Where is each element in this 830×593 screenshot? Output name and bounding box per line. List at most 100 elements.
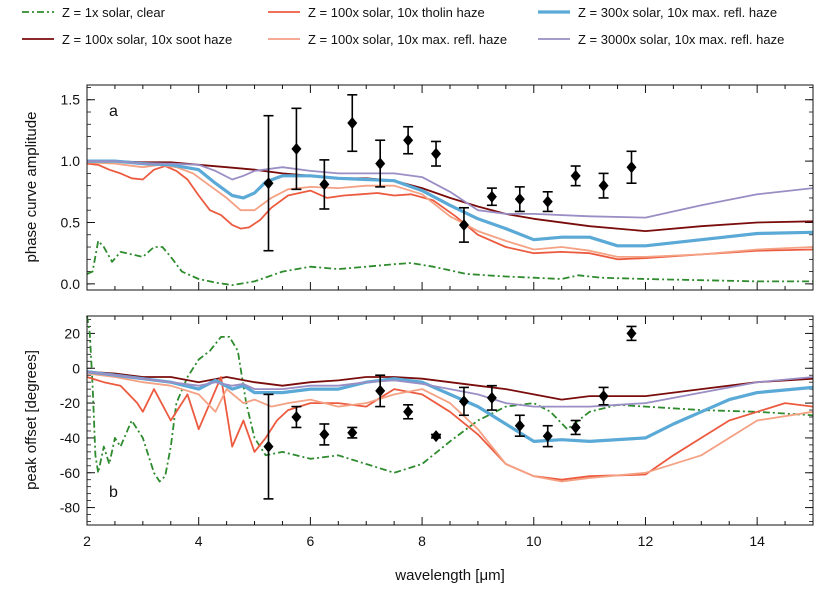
data-point — [431, 140, 442, 167]
y-tick-label: -20 — [60, 395, 80, 411]
data-point — [570, 419, 581, 436]
panel-a-data-points — [263, 94, 637, 252]
diamond-marker — [431, 430, 442, 443]
y-tick-label: -40 — [60, 430, 80, 446]
panel-b-data-points — [263, 325, 637, 500]
x-tick-label: 6 — [306, 533, 314, 549]
x-tick-label: 4 — [195, 533, 203, 549]
x-tick-label: 14 — [749, 533, 765, 549]
legend-label-maxrefl300: Z = 300x solar, 10x max. refl. haze — [578, 5, 777, 20]
data-point — [514, 186, 525, 213]
diamond-marker — [403, 134, 414, 147]
data-point — [403, 125, 414, 155]
data-point — [431, 430, 442, 443]
diamond-marker — [431, 147, 442, 160]
diamond-marker — [570, 421, 581, 434]
data-point — [291, 405, 302, 429]
diamond-marker — [486, 190, 497, 203]
y-tick-label: 0.5 — [61, 214, 81, 230]
diamond-marker — [347, 426, 358, 439]
data-point — [319, 423, 330, 446]
series-line-clear — [86, 240, 813, 286]
legend-label-tholin: Z = 100x solar, 10x tholin haze — [308, 5, 485, 20]
series-line-maxrefl100 — [86, 161, 814, 258]
panel-a-ylabel: phase curve amplitude — [23, 112, 40, 263]
diamond-marker — [570, 169, 581, 182]
panel-a-frame — [86, 84, 814, 291]
data-point — [486, 384, 497, 411]
diamond-marker — [375, 384, 386, 397]
data-point — [458, 386, 469, 417]
y-tick-label: 0 — [72, 360, 80, 376]
diamond-marker — [347, 117, 358, 130]
panel-b: 2 4 6 8 10 12 14 -80 -60 -40 -20 0 20 b peak offset … — [23, 315, 814, 584]
data-point — [319, 159, 330, 210]
series-line-clear — [86, 315, 814, 483]
y-tick-label: 0.0 — [61, 276, 81, 292]
diamond-marker — [375, 157, 386, 170]
y-tick-label: 1.5 — [61, 92, 81, 108]
data-point — [347, 426, 358, 439]
x-tick-label: 2 — [83, 533, 91, 549]
diamond-marker — [626, 327, 637, 340]
diamond-marker — [458, 218, 469, 231]
legend-label-maxrefl100: Z = 100x solar, 10x max. refl. haze — [308, 32, 507, 47]
y-tick-label: -60 — [60, 465, 80, 481]
diamond-marker — [319, 178, 330, 191]
panel-a-series — [86, 159, 814, 286]
legend: Z = 1x solar, clear Z = 100x solar, 10x s… — [22, 5, 784, 47]
panel-b-label: b — [109, 484, 118, 501]
panel-b-series — [86, 315, 814, 483]
diamond-marker — [263, 177, 274, 190]
series-line-maxrefl100 — [86, 372, 814, 483]
diamond-marker — [626, 161, 637, 174]
panel-a: 0.0 0.5 1.0 1.5 a phase curve amplitude — [23, 84, 814, 292]
legend-label-maxrefl3000: Z = 3000x solar, 10x max. refl. haze — [578, 32, 784, 47]
x-axis-label: wavelength [μm] — [394, 567, 505, 584]
series-line-tholin — [86, 162, 814, 261]
data-point — [626, 150, 637, 185]
data-point — [347, 94, 358, 153]
data-point — [458, 206, 469, 243]
diamond-marker — [514, 419, 525, 432]
series-line-maxrefl3000 — [86, 370, 814, 408]
y-tick-label: -80 — [60, 500, 80, 516]
diamond-marker — [542, 195, 553, 208]
series-line-maxrefl300 — [87, 159, 814, 248]
series-line-soot — [87, 160, 814, 232]
data-point — [263, 114, 274, 252]
data-point — [375, 139, 386, 188]
diamond-marker — [514, 193, 525, 206]
y-tick-label: 20 — [64, 325, 80, 341]
data-point — [403, 404, 414, 420]
diamond-marker — [598, 390, 609, 403]
diamond-marker — [486, 391, 497, 404]
panel-b-ylabel: peak offset [degrees] — [23, 350, 40, 490]
panel-b-frame — [86, 315, 814, 526]
series-line-maxrefl3000 — [87, 160, 814, 219]
legend-label-soot: Z = 100x solar, 10x soot haze — [62, 32, 232, 47]
diamond-marker — [319, 428, 330, 441]
data-point — [598, 172, 609, 199]
x-tick-label: 10 — [526, 533, 542, 549]
diamond-marker — [403, 405, 414, 418]
y-tick-label: 1.0 — [61, 153, 81, 169]
diamond-marker — [291, 411, 302, 424]
data-point — [291, 107, 302, 191]
data-point — [542, 424, 553, 448]
legend-label-clear: Z = 1x solar, clear — [62, 5, 166, 20]
data-point — [486, 187, 497, 207]
x-tick-label: 8 — [418, 533, 426, 549]
x-tick-label: 12 — [638, 533, 654, 549]
panel-b-ticks: 2 4 6 8 10 12 14 -80 -60 -40 -20 0 20 — [60, 316, 814, 549]
panel-a-label: a — [109, 103, 118, 120]
data-point — [542, 190, 553, 213]
series-line-maxrefl300 — [86, 370, 814, 443]
data-point — [263, 393, 274, 500]
panel-a-ticks: 0.0 0.5 1.0 1.5 — [61, 85, 814, 292]
data-point — [375, 374, 386, 408]
diamond-marker — [291, 142, 302, 155]
diamond-marker — [542, 430, 553, 443]
data-point — [570, 165, 581, 187]
